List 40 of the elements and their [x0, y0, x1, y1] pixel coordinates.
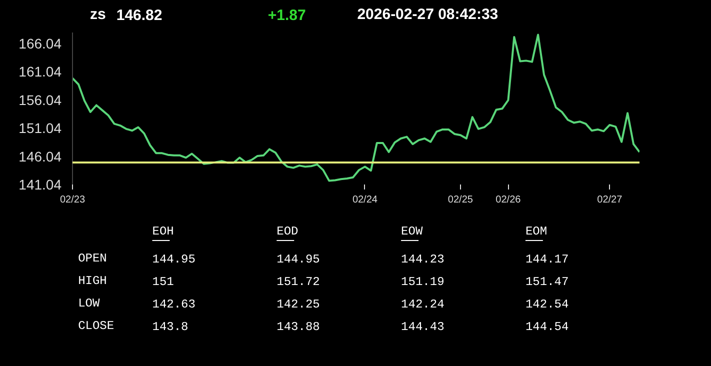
data-label: 142.24: [401, 298, 444, 312]
data-label: 143.8: [152, 320, 188, 334]
x-tick-label: 02/24: [352, 194, 378, 206]
y-tick-label: LOW: [78, 296, 100, 310]
data-label: 144.23: [401, 252, 444, 266]
y-tick-label: OPEN: [78, 252, 107, 266]
data-label: 144.95: [276, 252, 320, 266]
data-label: 144.54: [525, 320, 569, 334]
chart-title: zs: [90, 6, 106, 23]
data-label: 142.63: [152, 298, 196, 312]
x-tick-label: EOM: [525, 224, 548, 238]
text: 2026-02-27 08:42:33: [357, 6, 498, 23]
line-series: [72, 34, 640, 182]
y-tick-label: CLOSE: [78, 319, 114, 333]
y-tick-label: 166.04: [18, 36, 62, 52]
y-tick-label: 146.04: [18, 148, 62, 164]
x-tick-label: 02/23: [60, 194, 86, 206]
data-label: 151.72: [276, 275, 320, 289]
data-label: 144.17: [525, 252, 569, 266]
x-tick-label: 02/26: [496, 194, 522, 206]
y-tick-label: HIGH: [78, 274, 107, 288]
data-label: 143.88: [276, 320, 320, 334]
data-label: 151.19: [401, 275, 444, 289]
y-tick-label: 156.04: [18, 92, 62, 108]
data-label: 144.95: [152, 252, 196, 266]
x-tick-label: 02/27: [597, 194, 623, 206]
text: 146.82: [116, 7, 162, 24]
text: +1.87: [268, 7, 306, 24]
y-tick-label: 151.04: [18, 120, 62, 136]
data-label: 151.47: [525, 275, 569, 289]
y-tick-label: 141.04: [18, 176, 62, 192]
x-tick-label: 02/25: [448, 194, 474, 206]
x-tick-label: EOH: [152, 224, 174, 238]
x-tick-label: EOW: [401, 224, 424, 238]
data-label: 151: [152, 275, 174, 289]
data-label: 142.25: [276, 298, 320, 312]
x-tick-label: EOD: [276, 224, 298, 238]
data-label: 142.54: [525, 298, 569, 312]
data-label: 144.43: [401, 320, 444, 334]
y-tick-label: 161.04: [18, 64, 62, 80]
